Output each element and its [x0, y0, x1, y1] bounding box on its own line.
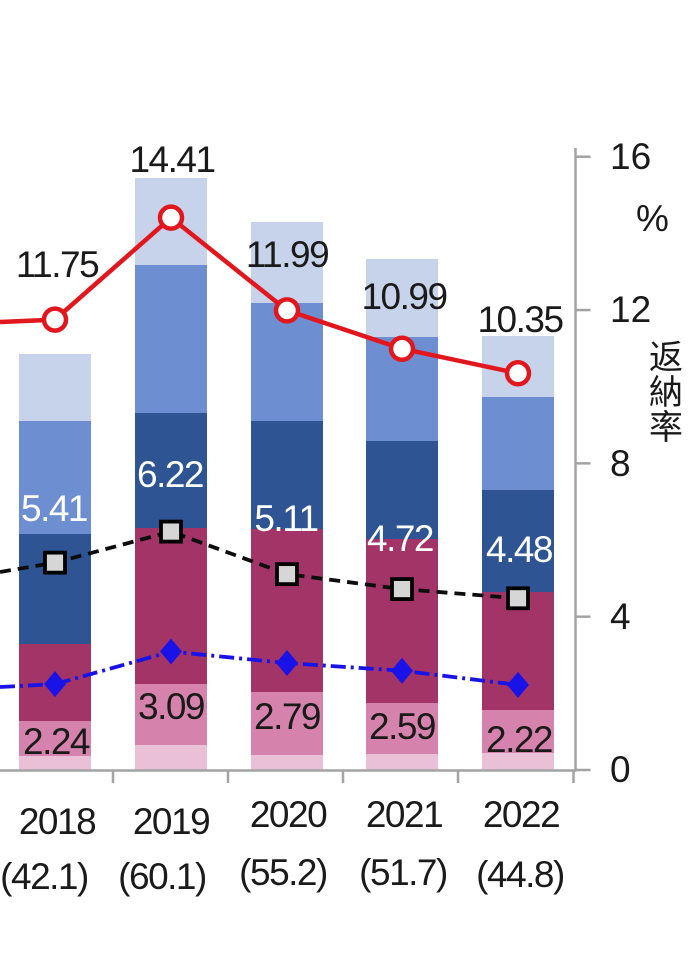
square-marker [506, 586, 530, 611]
red-solid-circle-line-value-label: 11.99 [245, 234, 330, 275]
blue-dashdot-diamond-line-value-label: 2.24 [22, 721, 91, 762]
red-solid-circle-line-value-label: 10.99 [361, 276, 448, 317]
bar-segment [366, 259, 438, 337]
stacked-bar-2018 [19, 354, 91, 770]
black-dashed-square-line-value-label: 5.41 [20, 488, 89, 529]
diamond-marker [276, 650, 298, 677]
bar-segment [19, 421, 91, 534]
y-axis-tick-label: 8 [610, 443, 631, 484]
bar-segment [366, 754, 438, 770]
blue-dashdot-diamond-line-value-label: 2.59 [368, 706, 437, 747]
black-dashed-square-line-value-label: 4.48 [485, 529, 554, 570]
x-axis-sublabel: (60.1) [118, 856, 207, 897]
right-axis-title: 返納率 [649, 339, 683, 447]
bar-segment [366, 703, 438, 754]
circle-marker [504, 360, 532, 387]
bar-segment [135, 684, 207, 745]
red-solid-circle-line-value-label: 11.75 [15, 244, 100, 285]
circle-marker [273, 297, 301, 324]
black-dashed-square-line-value-label: 4.72 [366, 518, 435, 559]
bar-segment [19, 354, 91, 421]
right-axis-unit-label: % [636, 198, 669, 239]
y-axis-tick-label: 4 [610, 596, 631, 637]
circle-marker [388, 335, 416, 363]
square-marker [43, 550, 67, 575]
bar-segment [251, 692, 323, 755]
y-axis-tick-label: 16 [610, 136, 652, 177]
red-solid-circle-line-value-label: 10.35 [477, 299, 564, 340]
red-solid-circle-line-value-label: 14.41 [129, 139, 216, 180]
bar-segment [19, 721, 91, 756]
y-axis-tick-label: 0 [610, 749, 631, 790]
bar-segment [482, 753, 554, 770]
stacked-bar-2021 [366, 259, 438, 770]
square-marker [390, 577, 414, 601]
circle-marker [41, 306, 69, 333]
diamond-marker [391, 657, 413, 684]
bar-segment [19, 756, 91, 770]
bar-segment [482, 490, 554, 592]
diamond-marker [507, 671, 529, 698]
x-axis-year-label: 2018 [18, 801, 97, 842]
circle-marker [157, 204, 185, 231]
x-axis-year-label: 2020 [249, 794, 328, 835]
bar-segment [482, 710, 554, 753]
bar-segment [251, 421, 323, 529]
stacked-bar-2022 [482, 336, 554, 770]
blue-dashdot-diamond-line-value-label: 2.79 [253, 696, 322, 737]
bar-segment [482, 397, 554, 490]
black-dashed-square-line-value-label: 6.22 [136, 454, 205, 495]
blue-dashdot-diamond-line-path [0, 649, 519, 689]
bar-segment [251, 755, 323, 770]
x-axis-sublabel: (42.1) [0, 856, 89, 897]
bar-segment [366, 441, 438, 539]
blue-dashdot-diamond-line-value-label: 3.09 [137, 686, 206, 727]
x-axis-year-label: 2022 [482, 794, 561, 835]
bar-segment [135, 413, 207, 528]
square-marker [275, 562, 299, 587]
y-axis-tick-label: 12 [610, 289, 652, 330]
black-dashed-square-line-value-label: 5.11 [254, 498, 319, 539]
x-axis-year-label: 2019 [132, 801, 211, 842]
x-axis-sublabel: (44.8) [476, 854, 565, 895]
bar-segment [135, 265, 207, 413]
bar-segment [135, 745, 207, 770]
blue-dashdot-diamond-line-value-label: 2.22 [485, 719, 554, 760]
stacked-bar-2019 [135, 178, 207, 770]
square-marker [159, 519, 183, 544]
x-axis-sublabel: (55.2) [239, 852, 328, 893]
x-axis-sublabel: (51.7) [359, 852, 448, 893]
diamond-marker [160, 638, 182, 665]
diamond-marker [44, 671, 66, 698]
x-axis-year-label: 2021 [365, 794, 444, 835]
